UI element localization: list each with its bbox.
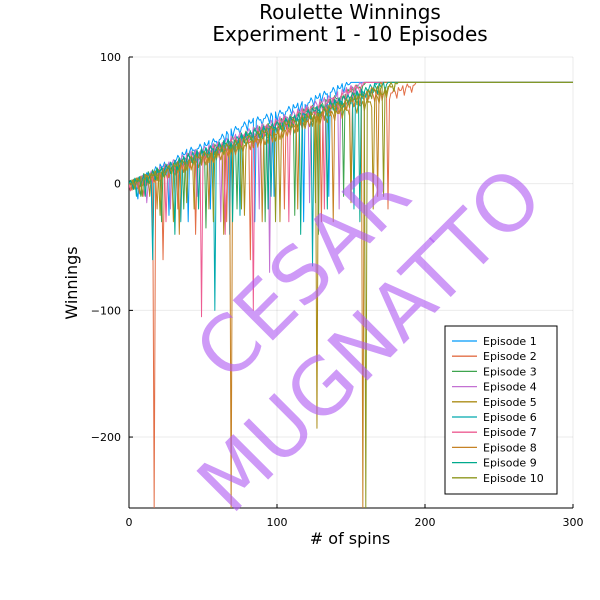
legend-label-episode-5: Episode 5 — [483, 396, 537, 409]
legend-label-episode-7: Episode 7 — [483, 426, 537, 439]
legend-label-episode-6: Episode 6 — [483, 411, 537, 424]
y-tick-label: 100 — [100, 51, 121, 64]
legend-label-episode-4: Episode 4 — [483, 381, 537, 394]
x-tick-label: 300 — [563, 516, 584, 529]
y-tick-label: −100 — [91, 304, 121, 317]
axes — [128, 56, 574, 509]
legend-label-episode-9: Episode 9 — [483, 457, 537, 470]
legend: Episode 1 Episode 2 Episode 3 Episode 4 Epis… — [444, 325, 558, 495]
legend-box — [444, 325, 558, 495]
legend-label-episode-2: Episode 2 — [483, 350, 537, 363]
legend-label-episode-1: Episode 1 — [483, 335, 537, 348]
y-tick-label: 0 — [114, 178, 121, 191]
x-tick-label: 200 — [415, 516, 436, 529]
x-tick-label: 0 — [126, 516, 133, 529]
tick-labels: 0 100 200 300 100 0 −100 −200 — [91, 51, 584, 529]
legend-label-episode-10: Episode 10 — [483, 472, 544, 485]
series-line-episode-5 — [129, 81, 573, 429]
chart-title: Roulette Winnings — [259, 0, 441, 24]
y-axis-label: Winnings — [62, 246, 81, 319]
y-tick-label: −200 — [91, 431, 121, 444]
series-group — [129, 81, 573, 508]
x-tick-label: 100 — [267, 516, 288, 529]
series-line-episode-10 — [129, 81, 573, 508]
legend-label-episode-8: Episode 8 — [483, 441, 537, 454]
chart-subtitle: Experiment 1 - 10 Episodes — [212, 22, 487, 46]
plot-area — [129, 81, 573, 508]
legend-label-episode-3: Episode 3 — [483, 365, 537, 378]
x-axis-label: # of spins — [310, 529, 390, 548]
